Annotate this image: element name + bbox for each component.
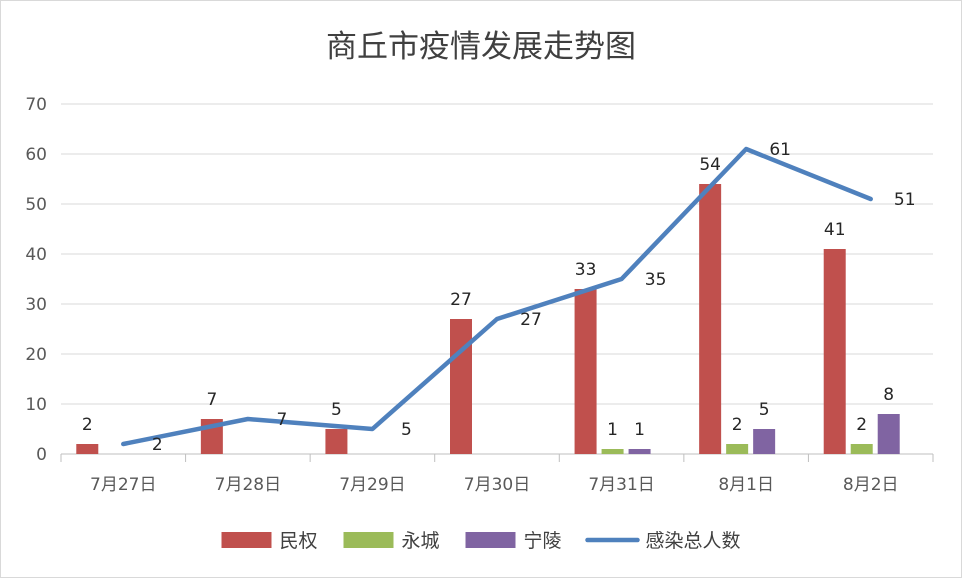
bars: [76, 184, 900, 454]
bar-data-label: 5: [331, 400, 342, 420]
legend-swatch: [343, 532, 394, 548]
x-tick-label: 7月27日: [90, 475, 156, 495]
x-tick-label: 7月31日: [588, 475, 654, 495]
bar: [450, 319, 472, 454]
bar-data-label: 8: [883, 385, 894, 405]
line-data-label: 35: [645, 270, 667, 290]
bar: [325, 429, 348, 454]
x-tick-label: 7月30日: [464, 475, 530, 495]
line-data-label: 2: [152, 435, 163, 455]
bar-data-label: 5: [759, 400, 770, 420]
legend-item: 永城: [343, 530, 440, 552]
line-data-label: 7: [276, 410, 287, 430]
bar: [76, 444, 99, 454]
legend-label: 永城: [402, 530, 440, 552]
legend: 民权 永城 宁陵 感染总人数: [221, 530, 741, 552]
bar-data-label: 2: [82, 415, 93, 435]
legend-swatch: [465, 532, 516, 548]
grid-lines: [61, 103, 933, 405]
bar-data-label: 41: [824, 220, 846, 240]
bar: [753, 429, 776, 454]
bar: [628, 449, 651, 454]
y-tick-label: 20: [25, 345, 47, 365]
x-tick-label: 7月29日: [339, 475, 405, 495]
bar-data-label: 33: [575, 260, 597, 280]
bar-data-label: 1: [634, 420, 645, 440]
bar: [850, 444, 873, 454]
line-data-label: 61: [769, 140, 791, 160]
line-data-label: 27: [520, 310, 542, 330]
legend-item: 民权: [221, 530, 318, 552]
x-tick-label: 7月28日: [215, 475, 281, 495]
y-tick-label: 40: [25, 245, 47, 265]
bar: [574, 289, 597, 454]
y-tick-label: 60: [25, 145, 47, 165]
chart-title: 商丘市疫情发展走势图: [326, 29, 636, 65]
legend-label: 宁陵: [524, 530, 562, 552]
bar-data-label: 54: [699, 155, 721, 175]
y-tick-label: 50: [25, 195, 47, 215]
legend-swatch: [221, 532, 272, 548]
legend-item: 宁陵: [465, 530, 562, 552]
bar: [726, 444, 749, 454]
total-line: [121, 146, 873, 447]
total-series-line: [121, 146, 873, 447]
line-data-label: 51: [894, 190, 916, 210]
bar: [699, 184, 722, 454]
y-tick-label: 10: [25, 395, 47, 415]
y-tick-label: 30: [25, 295, 47, 315]
bar-data-label: 1: [607, 420, 618, 440]
bar-data-label: 2: [856, 415, 867, 435]
bar-data-label: 2: [732, 415, 743, 435]
x-tick-label: 8月2日: [843, 475, 899, 495]
x-tick-label: 8月1日: [718, 475, 774, 495]
bar: [601, 449, 624, 454]
y-tick-label: 70: [25, 95, 47, 115]
bar: [877, 414, 900, 454]
axes: 0 10 20 30 40 50 60 70 7月27日 7月28日 7月29日 7月30日 7月31日…: [25, 95, 934, 495]
legend-label: 感染总人数: [646, 530, 741, 552]
line-data-label: 5: [401, 420, 412, 440]
bar-data-label: 7: [206, 390, 217, 410]
legend-item: 感染总人数: [585, 530, 741, 552]
bar: [823, 249, 846, 454]
bar-data-label: 27: [450, 290, 472, 310]
y-tick-label: 0: [36, 445, 47, 465]
legend-label: 民权: [280, 530, 318, 552]
